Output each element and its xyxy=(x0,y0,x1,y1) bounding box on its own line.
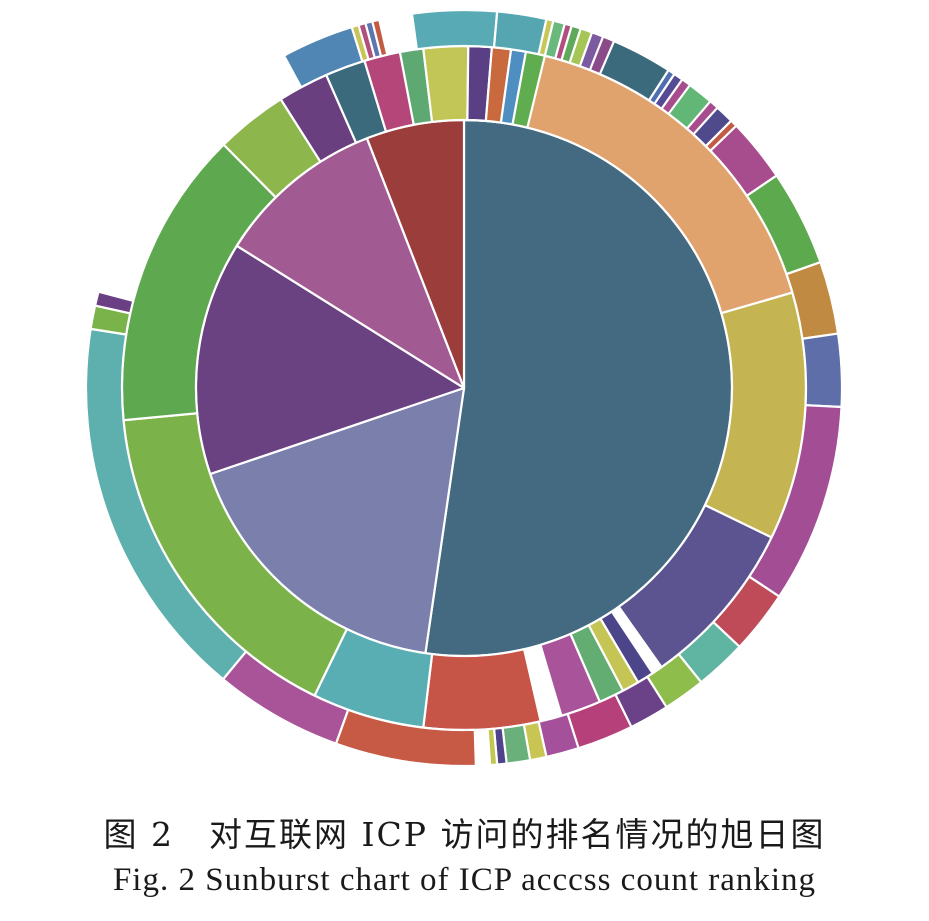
ring3-segment-5 xyxy=(801,332,844,409)
ring3-segment-22 xyxy=(94,290,135,315)
sunburst-rings xyxy=(84,8,844,768)
ring3-segment-31 xyxy=(492,10,548,56)
ring2-segment-10 xyxy=(422,648,542,732)
figure-caption-chinese: 图 2 对互联网 ICP 访问的排名情况的旭日图 xyxy=(103,815,826,854)
ring2-segment-19 xyxy=(422,44,470,124)
sunburst-chart xyxy=(84,8,844,768)
figure-caption-english: Fig. 2 Sunburst chart of ICP acccss coun… xyxy=(112,862,817,898)
ring3-segment-30 xyxy=(410,8,499,51)
ring3-segment-43 xyxy=(667,83,712,130)
ring3-segment-28 xyxy=(371,18,389,58)
ring3-segment-41 xyxy=(653,72,684,110)
ring3-segment-37 xyxy=(578,31,605,72)
ring3-segment-16 xyxy=(486,727,499,767)
ring3-segment-46 xyxy=(704,119,738,152)
